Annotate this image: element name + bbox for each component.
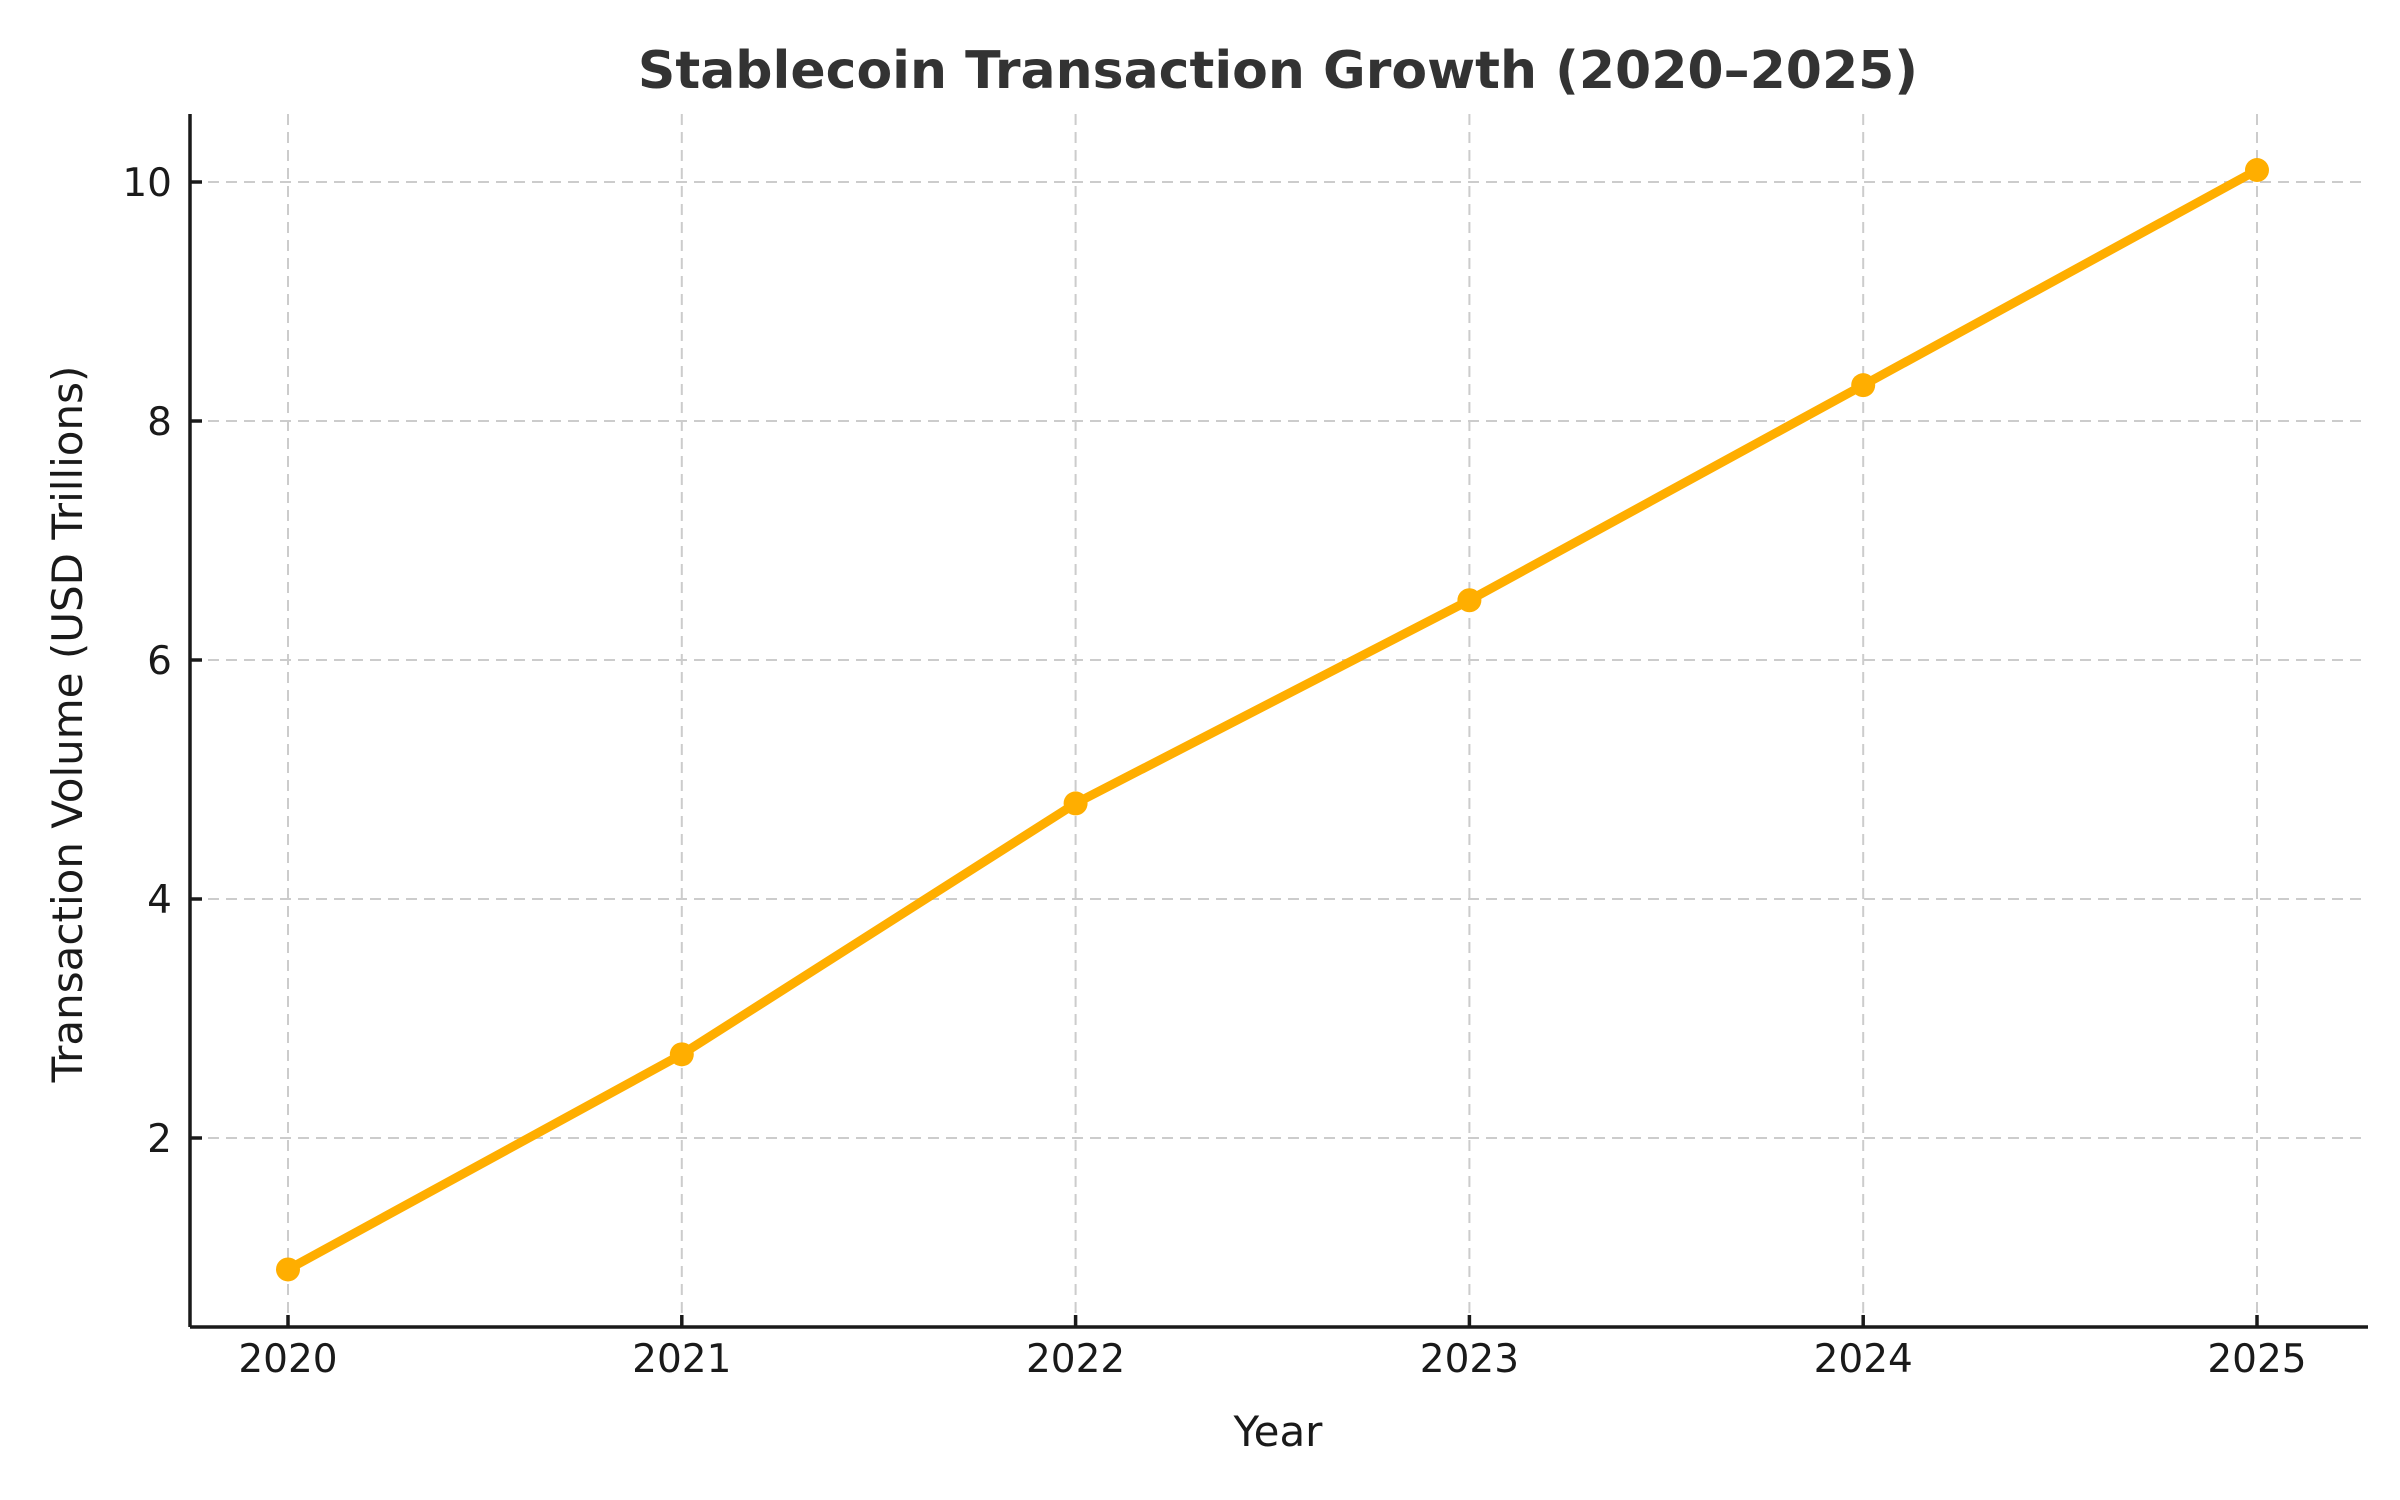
data-series: [276, 158, 2269, 1282]
x-tick-label: 2025: [2207, 1337, 2306, 1382]
y-ticks: 2 4 6 8 10: [122, 161, 202, 1162]
y-tick-label: 4: [147, 878, 172, 923]
x-tick-label: 2020: [238, 1337, 337, 1382]
y-tick-label: 10: [122, 161, 172, 206]
y-tick-label: 6: [147, 639, 172, 684]
gridlines: [190, 114, 2368, 1327]
axes: [188, 114, 2368, 1329]
y-axis-label: Transaction Volume (USD Trillions): [43, 366, 92, 1084]
data-point-marker: [1851, 373, 1876, 398]
x-ticks: 2020 2021 2022 2023 2024 2025: [238, 1315, 2307, 1382]
series-line: [283, 165, 2262, 1274]
data-point-marker: [1457, 588, 1482, 613]
y-tick-label: 2: [147, 1117, 172, 1162]
data-point-marker: [1063, 791, 1088, 816]
data-point-marker: [276, 1257, 300, 1282]
x-tick-label: 2022: [1026, 1337, 1125, 1382]
x-tick-label: 2021: [632, 1337, 731, 1382]
data-point-marker: [669, 1042, 694, 1067]
data-point-marker: [2245, 158, 2269, 183]
x-tick-label: 2023: [1420, 1337, 1519, 1382]
x-tick-label: 2024: [1814, 1337, 1913, 1382]
x-axis-label: Year: [1233, 1407, 1324, 1456]
y-tick-label: 8: [147, 400, 172, 445]
chart-title: Stablecoin Transaction Growth (2020–2025…: [638, 41, 1918, 101]
